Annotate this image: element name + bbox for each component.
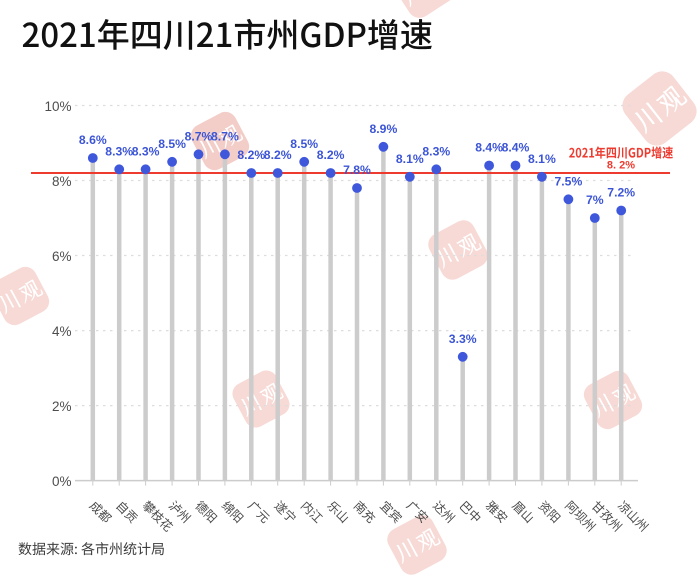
svg-text:3.3%: 3.3% [449, 332, 477, 346]
svg-text:8.2%: 8.2% [237, 148, 265, 162]
svg-text:8.9%: 8.9% [370, 122, 398, 136]
svg-text:8.2%: 8.2% [264, 148, 292, 162]
svg-text:8.6%: 8.6% [79, 133, 107, 147]
svg-text:10%: 10% [44, 99, 71, 114]
svg-text:8.7%: 8.7% [185, 129, 213, 143]
svg-text:8.4%: 8.4% [502, 141, 530, 155]
svg-text:8.3%: 8.3% [132, 144, 160, 158]
svg-text:8.2%: 8.2% [317, 148, 345, 162]
svg-text:8%: 8% [52, 174, 72, 189]
svg-text:7.2%: 7.2% [607, 186, 635, 200]
svg-text:4%: 4% [52, 324, 72, 339]
svg-text:2%: 2% [52, 399, 72, 414]
svg-text:8.1%: 8.1% [528, 152, 556, 166]
svg-text:0%: 0% [52, 474, 72, 489]
svg-text:8. 2%: 8. 2% [607, 160, 635, 172]
svg-text:7%: 7% [586, 193, 604, 207]
svg-text:8.4%: 8.4% [475, 141, 503, 155]
svg-text:8.3%: 8.3% [422, 144, 450, 158]
svg-text:7.8%: 7.8% [343, 163, 371, 177]
svg-text:8.1%: 8.1% [396, 152, 424, 166]
svg-text:8.5%: 8.5% [158, 137, 186, 151]
svg-text:8.5%: 8.5% [290, 137, 318, 151]
svg-text:7.5%: 7.5% [555, 174, 583, 188]
svg-text:8.3%: 8.3% [105, 144, 133, 158]
svg-text:6%: 6% [52, 249, 72, 264]
svg-text:8.7%: 8.7% [211, 129, 239, 143]
